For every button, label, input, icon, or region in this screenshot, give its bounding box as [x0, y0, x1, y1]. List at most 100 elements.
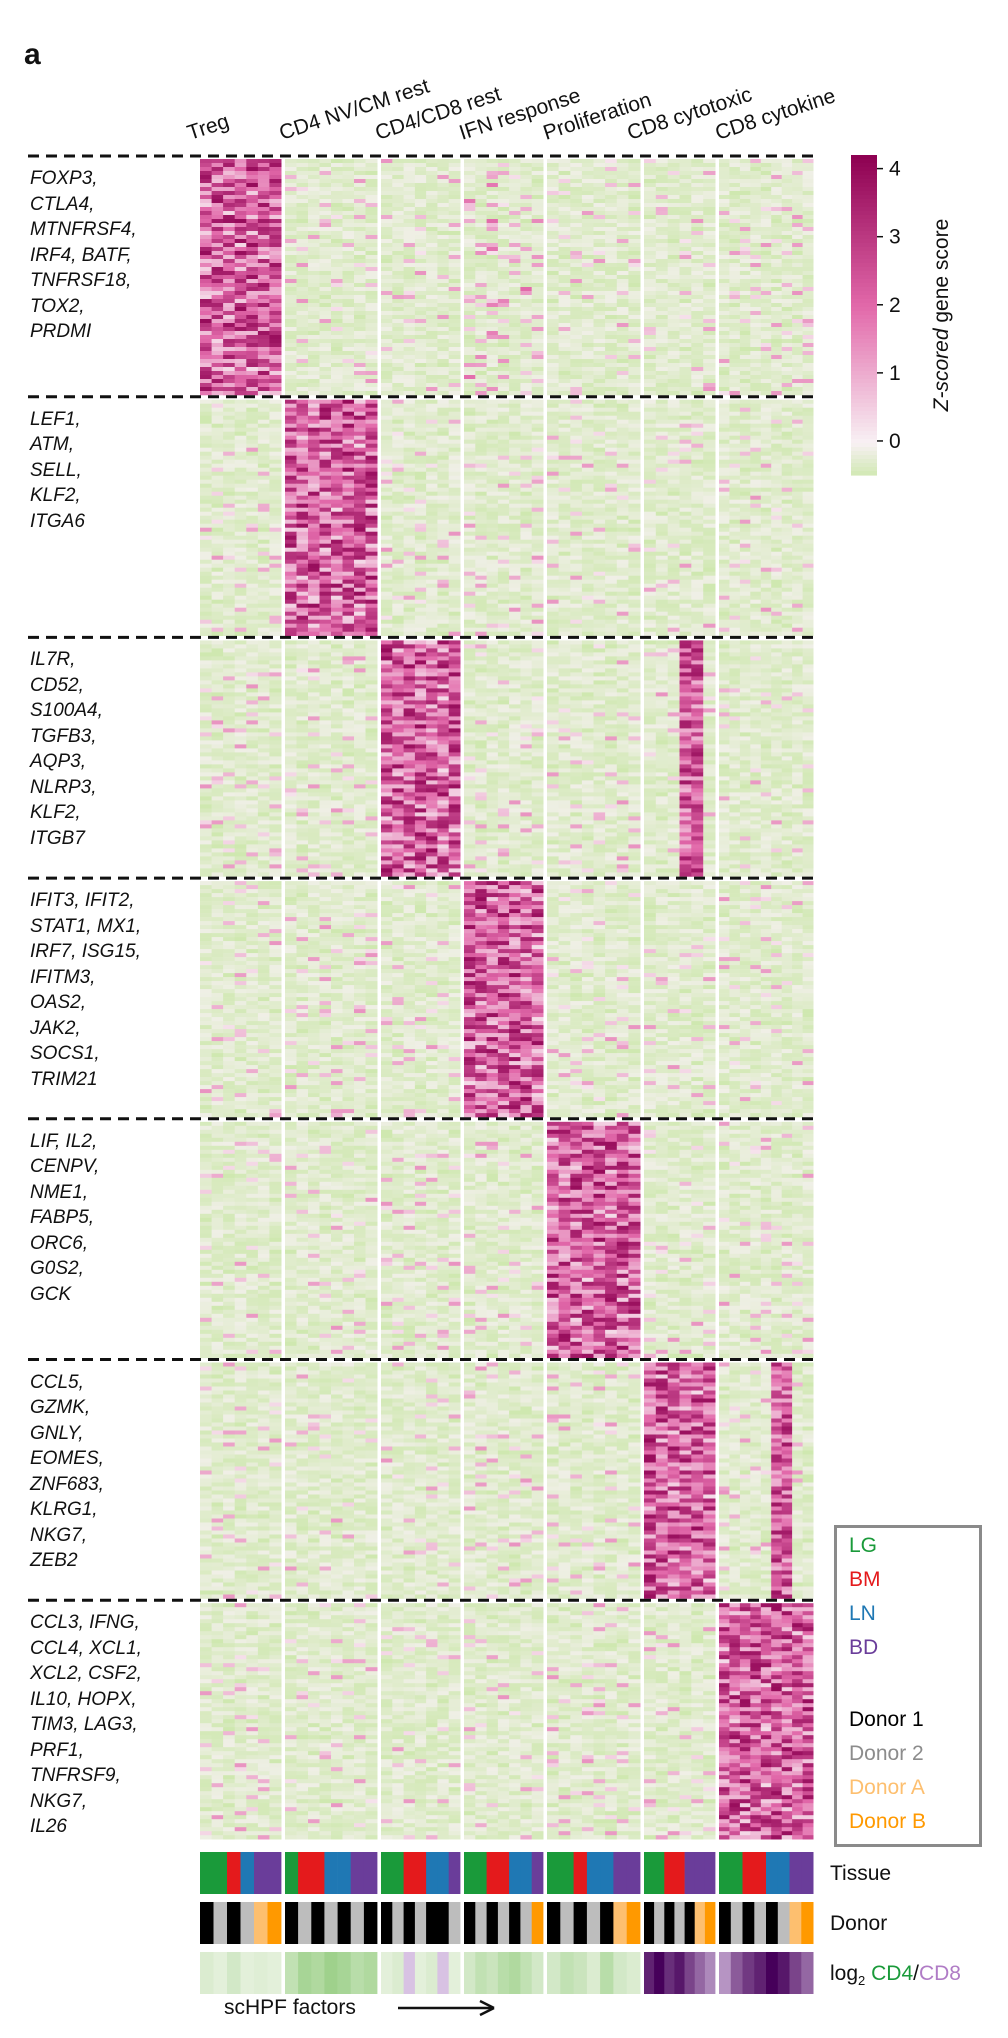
heatmap-cell: [258, 291, 270, 295]
heatmap-cell: [258, 283, 270, 287]
heatmap-cell: [320, 259, 332, 263]
heatmap-cell: [750, 371, 761, 375]
heatmap-cell: [509, 448, 521, 452]
heatmap-cell: [509, 532, 521, 536]
heatmap-cell: [320, 347, 332, 351]
heatmap-cell: [771, 239, 782, 243]
heatmap-cell: [354, 235, 366, 239]
heatmap-cell: [258, 608, 270, 612]
heatmap-cell: [269, 440, 281, 444]
heatmap-cell: [644, 219, 656, 223]
heatmap-cell: [475, 428, 487, 432]
heatmap-cell: [235, 367, 247, 371]
heatmap-cell: [331, 255, 343, 259]
heatmap-cell: [331, 363, 343, 367]
heatmap-cell: [559, 408, 571, 412]
heatmap-cell: [703, 239, 715, 243]
heatmap-cell: [392, 548, 404, 552]
heatmap-cell: [415, 287, 427, 291]
heatmap-cell: [354, 387, 366, 391]
heatmap-cell: [509, 628, 521, 632]
heatmap-cell: [475, 363, 487, 367]
heatmap-cell: [212, 159, 224, 163]
heatmap-cell: [308, 480, 320, 484]
heatmap-cell: [750, 223, 761, 227]
heatmap-cell: [366, 379, 378, 383]
heatmap-cell: [475, 476, 487, 480]
heatmap-cell: [750, 379, 761, 383]
heatmap-cell: [404, 319, 416, 323]
heatmap-cell: [520, 211, 532, 215]
heatmap-cell: [792, 315, 803, 319]
heatmap-cell: [320, 412, 332, 416]
heatmap-cell: [200, 432, 212, 436]
heatmap-cell: [617, 251, 629, 255]
heatmap-cell: [246, 496, 258, 500]
heatmap-cell: [617, 484, 629, 488]
heatmap-cell: [415, 211, 427, 215]
heatmap-cell: [740, 323, 751, 327]
heatmap-cell: [235, 323, 247, 327]
heatmap-cell: [644, 215, 656, 219]
column-label: Treg: [184, 110, 231, 145]
heatmap-cell: [212, 420, 224, 424]
heatmap-cell: [475, 616, 487, 620]
heatmap-cell: [594, 404, 606, 408]
heatmap-cell: [343, 620, 355, 624]
heatmap-cell: [570, 283, 582, 287]
heatmap-cell: [464, 524, 476, 528]
heatmap-cell: [354, 520, 366, 524]
heatmap-cell: [415, 347, 427, 351]
heatmap-cell: [331, 488, 343, 492]
heatmap-cell: [498, 420, 510, 424]
heatmap-cell: [475, 580, 487, 584]
heatmap-cell: [449, 448, 461, 452]
heatmap-cell: [547, 267, 559, 271]
heatmap-cell: [520, 183, 532, 187]
heatmap-cell: [617, 271, 629, 275]
heatmap-cell: [582, 339, 594, 343]
heatmap-cell: [464, 556, 476, 560]
heatmap-cell: [617, 492, 629, 496]
heatmap-cell: [509, 412, 521, 416]
heatmap-cell: [308, 367, 320, 371]
heatmap-cell: [570, 351, 582, 355]
heatmap-cell: [404, 608, 416, 612]
heatmap-cell: [644, 319, 656, 323]
heatmap-cell: [703, 355, 715, 359]
heatmap-cell: [392, 532, 404, 536]
heatmap-cell: [269, 624, 281, 628]
heatmap-cell: [464, 540, 476, 544]
heatmap-cell: [212, 191, 224, 195]
heatmap-cell: [354, 492, 366, 496]
heatmap-cell: [343, 235, 355, 239]
heatmap-cell: [331, 616, 343, 620]
heatmap-cell: [509, 311, 521, 315]
heatmap-cell: [426, 528, 438, 532]
heatmap-cell: [464, 327, 476, 331]
heatmap-cell: [547, 452, 559, 456]
heatmap-cell: [498, 371, 510, 375]
heatmap-cell: [258, 379, 270, 383]
heatmap-cell: [750, 243, 761, 247]
heatmap-cell: [475, 608, 487, 612]
heatmap-cell: [605, 375, 617, 379]
heatmap-cell: [320, 456, 332, 460]
heatmap-cell: [258, 460, 270, 464]
heatmap-cell: [792, 239, 803, 243]
heatmap-cell: [691, 391, 703, 395]
heatmap-cell: [703, 323, 715, 327]
heatmap-cell: [509, 179, 521, 183]
heatmap-cell: [285, 171, 297, 175]
heatmap-cell: [520, 207, 532, 211]
heatmap-cell: [308, 219, 320, 223]
heatmap-cell: [269, 235, 281, 239]
heatmap-cell: [520, 311, 532, 315]
heatmap-cell: [771, 171, 782, 175]
heatmap-cell: [223, 616, 235, 620]
heatmap-cell: [532, 207, 544, 211]
heatmap-cell: [559, 383, 571, 387]
heatmap-cell: [381, 604, 393, 608]
heatmap-cell: [269, 255, 281, 259]
heatmap-cell: [331, 283, 343, 287]
